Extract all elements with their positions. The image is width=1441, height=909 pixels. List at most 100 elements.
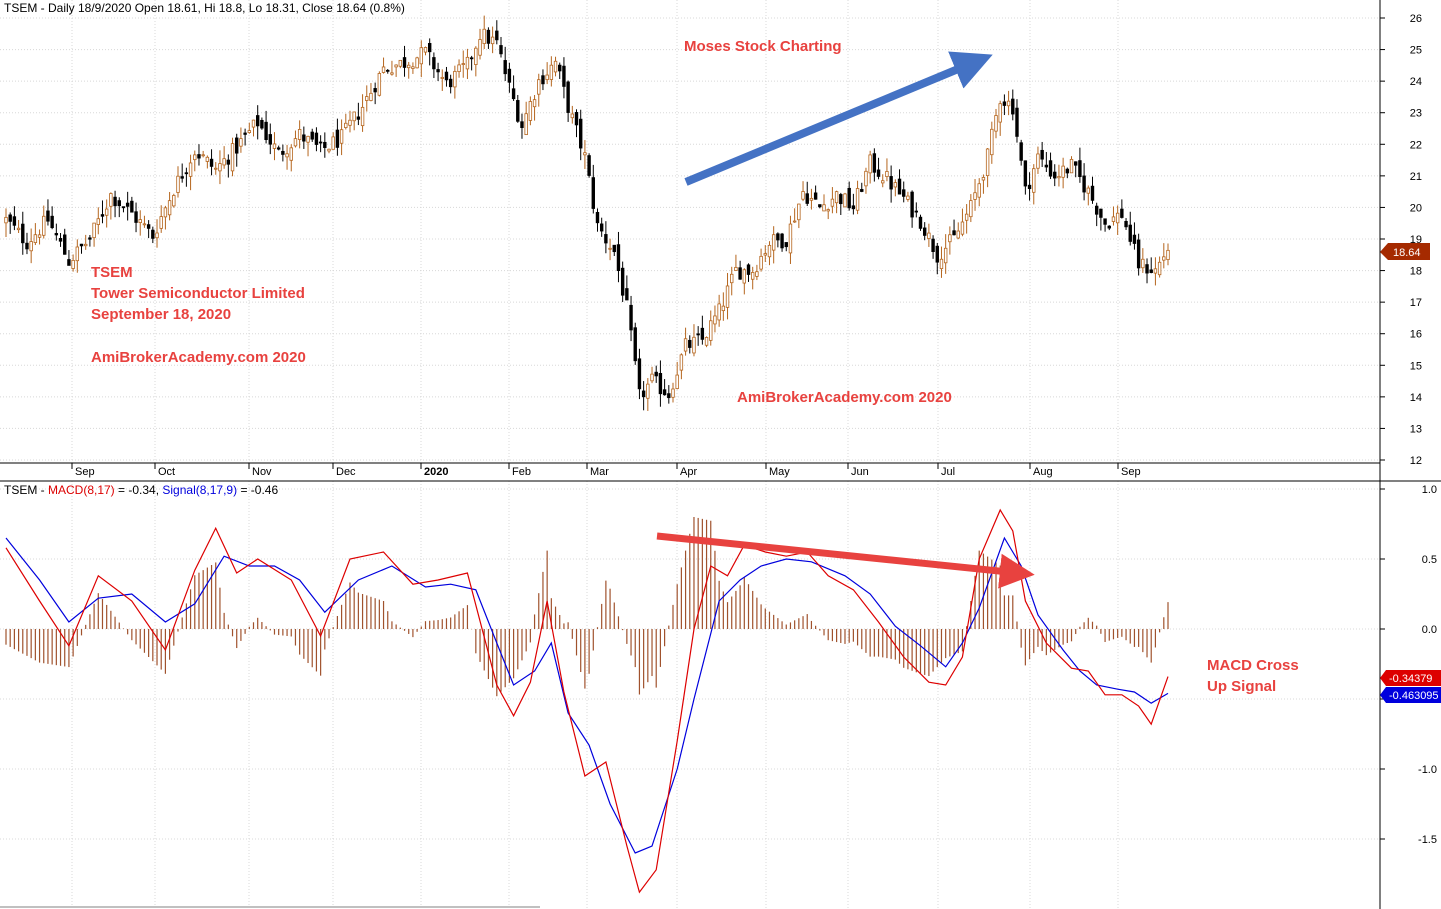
candle-body — [159, 216, 163, 229]
candle-body — [109, 193, 113, 207]
company-name-label: Tower Semiconductor Limited — [91, 285, 305, 302]
date-axis: Sep Oct Nov Dec 2020 Feb Mar Apr May Jun Jul Aug Sep — [71, 463, 1141, 478]
candle-body — [746, 264, 751, 275]
candle-body — [549, 64, 554, 80]
candle-body — [1023, 160, 1028, 187]
candle-body — [327, 148, 331, 152]
candle-body — [331, 136, 335, 150]
candle-body — [306, 135, 310, 143]
candle-body — [184, 172, 189, 175]
candle-body — [704, 337, 709, 346]
candle-body — [29, 241, 33, 252]
candle-body — [474, 47, 478, 65]
candle-body — [356, 116, 361, 120]
candle-body — [662, 389, 667, 396]
candle-body — [570, 113, 575, 119]
candle-body — [1057, 176, 1061, 179]
price-y-tick-label: 22 — [1410, 139, 1422, 151]
candle-body — [432, 57, 436, 70]
macd-y-tick-label: -1.0 — [1418, 764, 1437, 776]
macd-note-line1: MACD Cross — [1207, 657, 1299, 674]
candle-body — [482, 28, 486, 45]
x-tick-label: May — [769, 466, 790, 478]
price-badge: 18.64 — [1380, 243, 1430, 260]
candle-body — [1162, 256, 1166, 261]
macd-y-tick-label: 1.0 — [1422, 484, 1437, 496]
candle-body — [864, 170, 868, 187]
candle-body — [390, 72, 394, 75]
candle-body — [675, 374, 679, 389]
candle-body — [616, 244, 621, 272]
x-tick-label: Dec — [336, 466, 356, 478]
candle-body — [58, 238, 63, 242]
candle-body — [1011, 98, 1015, 115]
candle-body — [763, 253, 767, 256]
price-y-tick-label: 24 — [1410, 76, 1422, 88]
signal-badge: -0.463095 — [1380, 687, 1441, 703]
candle-body — [167, 200, 172, 216]
candle-body — [1120, 208, 1124, 218]
candle-body — [151, 229, 155, 239]
candle-body — [969, 200, 973, 218]
candle-body — [310, 131, 314, 140]
candle-body — [67, 259, 71, 266]
candle-body — [553, 60, 558, 73]
candle-body — [205, 156, 210, 162]
candle-body — [1040, 149, 1044, 160]
candle-body — [1069, 158, 1074, 174]
signal-badge-value: -0.463095 — [1389, 690, 1439, 702]
candle-body — [33, 234, 38, 243]
candle-body — [42, 215, 46, 236]
candle-body — [46, 210, 50, 222]
candle-body — [465, 56, 470, 70]
candle-body — [843, 193, 847, 208]
candle-body — [1094, 205, 1099, 215]
watermark-left: AmiBrokerAcademy.com 2020 — [91, 349, 306, 366]
candle-body — [943, 247, 948, 264]
candle-body — [994, 115, 998, 132]
candle-body — [834, 191, 839, 204]
candle-body — [1006, 100, 1011, 107]
candle-body — [977, 183, 981, 198]
candle-body — [461, 63, 465, 65]
candle-body — [117, 200, 121, 207]
price-y-tick-label: 21 — [1410, 171, 1422, 183]
candle-body — [113, 196, 117, 207]
candle-body — [281, 150, 285, 155]
candle-body — [805, 193, 809, 204]
candle-body — [486, 29, 491, 44]
candle-body — [1086, 187, 1090, 194]
candle-body — [1111, 216, 1116, 222]
candle-body — [419, 47, 424, 65]
candle-body — [314, 132, 319, 145]
candle-body — [922, 227, 927, 236]
x-tick-label: Apr — [680, 466, 697, 478]
price-y-tick-label: 16 — [1410, 329, 1422, 341]
candle-body — [629, 304, 633, 331]
candle-body — [688, 339, 692, 348]
candle-body — [985, 148, 990, 177]
candle-body — [1145, 264, 1149, 274]
x-tick-label: Oct — [158, 466, 175, 478]
candle-body — [1082, 175, 1086, 193]
candle-body — [998, 103, 1002, 123]
candle-body — [725, 285, 730, 308]
candle-body — [700, 327, 705, 340]
candle-body — [348, 119, 352, 126]
candle-body — [302, 134, 306, 142]
candle-body — [822, 204, 826, 212]
candle-body — [948, 234, 952, 243]
candle-body — [918, 216, 923, 229]
macd-y-tick-label: 0.5 — [1422, 554, 1437, 566]
macd-badge-value: -0.34379 — [1389, 673, 1432, 685]
candle-body — [541, 75, 545, 85]
candle-body — [1053, 171, 1057, 179]
candle-body — [1027, 184, 1032, 190]
candle-body — [163, 207, 168, 218]
candle-body — [25, 242, 29, 250]
candle-body — [193, 154, 197, 161]
candle-body — [1149, 269, 1153, 273]
candle-body — [599, 223, 604, 232]
candle-body — [88, 237, 92, 240]
